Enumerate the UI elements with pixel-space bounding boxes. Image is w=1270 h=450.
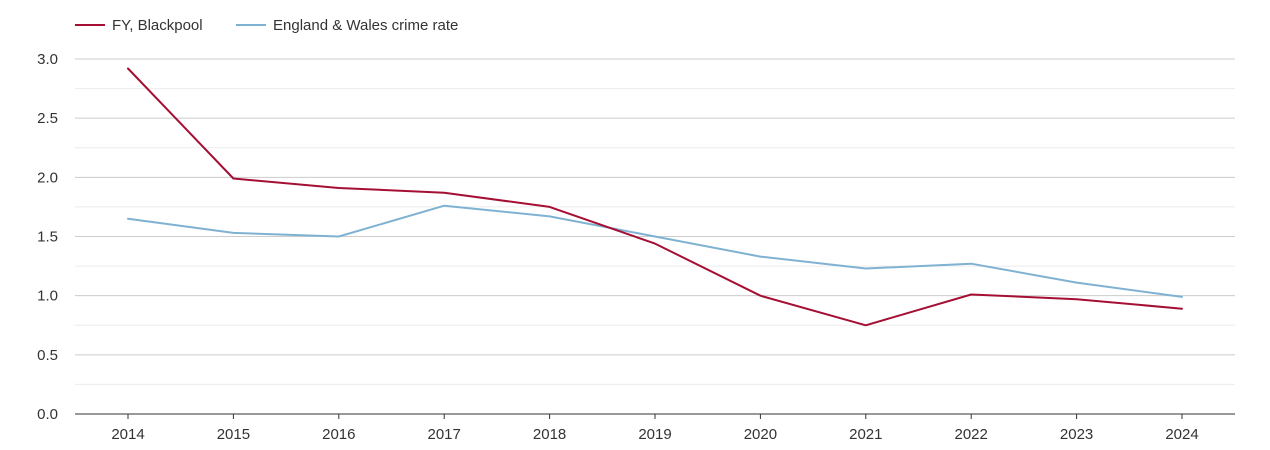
legend-item-fy-blackpool[interactable]: FY, Blackpool — [75, 17, 203, 34]
series-lines — [125, 65, 1185, 328]
series-line-england-wales — [127, 204, 1183, 298]
y-tick-label: 2.5 — [37, 110, 58, 127]
legend-label-fy-blackpool: FY, Blackpool — [112, 17, 203, 34]
x-tick-label: 2020 — [744, 426, 777, 443]
data-point-england-wales[interactable] — [968, 261, 974, 267]
data-point-england-wales[interactable] — [757, 254, 763, 260]
data-point-england-wales[interactable] — [652, 234, 658, 240]
y-tick-label: 1.5 — [37, 229, 58, 246]
x-tick-label: 2021 — [849, 426, 882, 443]
x-tick-label: 2023 — [1060, 426, 1093, 443]
gridlines — [75, 58, 1235, 385]
data-point-fy-blackpool[interactable] — [336, 185, 342, 191]
x-tick-label: 2024 — [1165, 426, 1198, 443]
data-point-fy-blackpool[interactable] — [441, 190, 447, 196]
data-point-fy-blackpool[interactable] — [230, 176, 236, 182]
x-tick-label: 2015 — [217, 426, 250, 443]
x-tick-label: 2017 — [428, 426, 461, 443]
y-axis: 0.0 0.5 1.0 1.5 2.0 2.5 3.0 — [37, 51, 58, 423]
series-line-fy-blackpool — [127, 67, 1183, 327]
x-tick-label: 2019 — [638, 426, 671, 443]
x-axis: 2014 2015 2016 2017 2018 2019 2020 2021 2022 2023… — [75, 413, 1235, 443]
data-point-england-wales[interactable] — [230, 230, 236, 236]
data-point-fy-blackpool[interactable] — [757, 293, 763, 299]
data-point-england-wales[interactable] — [441, 203, 447, 209]
y-tick-label: 2.0 — [37, 169, 58, 186]
x-tick-label: 2022 — [955, 426, 988, 443]
data-point-fy-blackpool[interactable] — [547, 204, 553, 210]
x-tick-label: 2018 — [533, 426, 566, 443]
y-tick-label: 0.5 — [37, 347, 58, 364]
x-tick-label: 2014 — [111, 426, 144, 443]
y-tick-label: 3.0 — [37, 51, 58, 68]
legend-label-england-wales: England & Wales crime rate — [273, 17, 458, 34]
data-point-england-wales[interactable] — [1179, 294, 1185, 300]
data-point-england-wales[interactable] — [863, 265, 869, 271]
data-point-fy-blackpool[interactable] — [125, 65, 131, 71]
data-point-fy-blackpool[interactable] — [863, 322, 869, 328]
y-tick-label: 0.0 — [37, 406, 58, 423]
data-point-fy-blackpool[interactable] — [1074, 296, 1080, 302]
data-point-fy-blackpool[interactable] — [652, 241, 658, 247]
y-tick-label: 1.0 — [37, 288, 58, 305]
legend: FY, Blackpool England & Wales crime rate — [75, 17, 458, 34]
data-point-fy-blackpool[interactable] — [968, 291, 974, 297]
data-point-england-wales[interactable] — [1074, 280, 1080, 286]
data-point-england-wales[interactable] — [336, 234, 342, 240]
data-point-fy-blackpool[interactable] — [1179, 306, 1185, 312]
data-point-england-wales[interactable] — [125, 216, 131, 222]
data-point-england-wales[interactable] — [547, 213, 553, 219]
legend-item-england-wales[interactable]: England & Wales crime rate — [236, 17, 458, 34]
x-tick-label: 2016 — [322, 426, 355, 443]
